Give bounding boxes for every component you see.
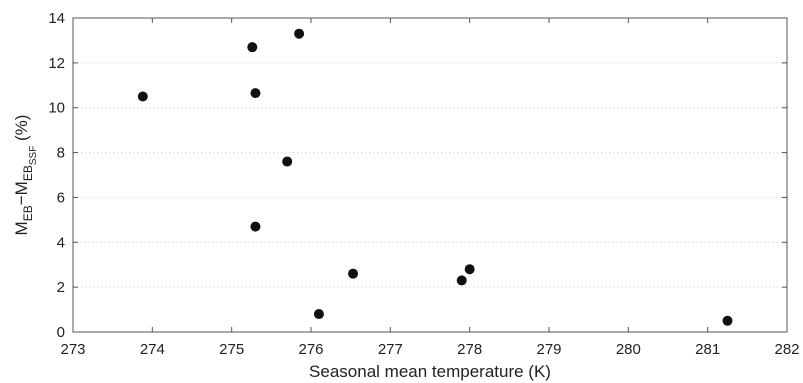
y-tick-label: 12 xyxy=(48,55,65,72)
x-tick-label: 275 xyxy=(219,341,244,358)
x-tick-label: 276 xyxy=(298,341,323,358)
x-tick-label: 274 xyxy=(140,341,165,358)
x-axis: 273 274 275 276 277 278 279 280 281 282 xyxy=(60,18,800,358)
y-axis: 0 2 4 6 8 10 12 14 xyxy=(48,10,787,341)
y-axis-label-part: M xyxy=(12,221,31,235)
data-point xyxy=(137,91,148,102)
y-tick-label: 8 xyxy=(57,145,65,162)
y-axis-label-part: −M xyxy=(12,181,31,205)
y-tick-label: 4 xyxy=(57,234,65,251)
x-tick-label: 277 xyxy=(378,341,403,358)
y-tick-label: 2 xyxy=(57,279,65,296)
x-tick-label: 278 xyxy=(457,341,482,358)
x-tick-label: 280 xyxy=(616,341,641,358)
plot-frame xyxy=(72,17,788,333)
y-axis-label-part: EB xyxy=(21,165,35,181)
y-axis-label: MEB−MEBSSF (%) xyxy=(12,115,39,236)
x-tick-label: 282 xyxy=(774,341,799,358)
data-point xyxy=(348,268,359,279)
x-tick-label: 279 xyxy=(536,341,561,358)
x-tick-label: 281 xyxy=(695,341,720,358)
data-point xyxy=(247,42,258,53)
y-axis-label-part: EB xyxy=(21,205,35,221)
y-tick-label: 6 xyxy=(57,189,65,206)
y-tick-label: 14 xyxy=(48,10,65,27)
grid-lines xyxy=(73,62,787,288)
data-point xyxy=(456,275,467,286)
x-axis-label: Seasonal mean temperature (K) xyxy=(309,362,551,381)
data-point xyxy=(294,28,305,39)
data-points xyxy=(137,28,733,326)
svg-text:MEB−MEBSSF (%): MEB−MEBSSF (%) xyxy=(12,115,39,236)
x-tick-label: 273 xyxy=(60,341,85,358)
data-point xyxy=(722,315,733,326)
y-axis-label-part: (%) xyxy=(12,115,31,146)
data-point xyxy=(313,309,324,320)
data-point xyxy=(464,264,475,275)
y-axis-label-part: SSF xyxy=(28,146,39,165)
data-point xyxy=(250,88,261,99)
y-tick-label: 10 xyxy=(48,100,65,117)
data-point xyxy=(250,221,261,232)
y-tick-label: 0 xyxy=(57,324,65,341)
data-point xyxy=(282,156,293,167)
